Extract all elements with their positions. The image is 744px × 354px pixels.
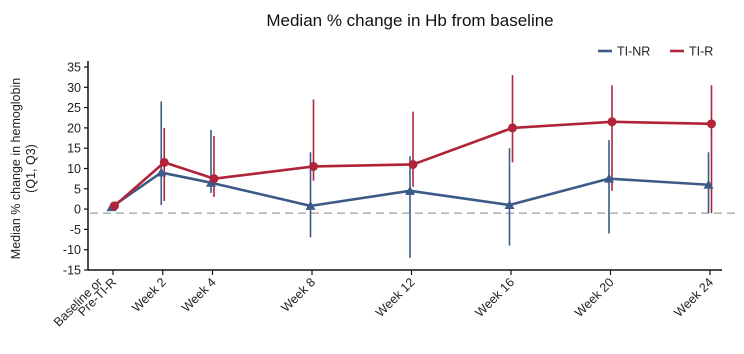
x-tick-label: Week 2 <box>129 275 169 315</box>
y-axis-label: Median % change in hemoglobin (Q1, Q3) <box>9 78 38 259</box>
y-tick-label: 0 <box>74 203 81 217</box>
legend-label: TI-R <box>689 45 713 59</box>
y-axis-label-line: Median % change in hemoglobin <box>9 78 23 259</box>
legend-label: TI-NR <box>617 45 650 59</box>
series-lines <box>110 120 712 209</box>
y-axis: -15 -10 -5 0 5 10 15 20 25 30 35 <box>63 61 89 278</box>
data-point <box>408 159 418 169</box>
data-point <box>156 167 167 177</box>
y-tick-label: -5 <box>70 223 81 237</box>
data-point <box>707 119 716 129</box>
series-line <box>110 171 709 209</box>
x-tick-label: Week 12 <box>373 275 418 320</box>
data-point <box>305 200 316 210</box>
data-point <box>159 157 169 167</box>
data-point <box>504 200 515 210</box>
error-bars <box>160 75 713 258</box>
y-tick-label: 30 <box>67 81 81 95</box>
data-point <box>110 201 119 211</box>
x-tick-label: Week 8 <box>278 275 318 315</box>
y-tick-label: -10 <box>63 243 81 257</box>
series-markers <box>106 117 716 212</box>
y-tick-label: 25 <box>67 101 81 115</box>
data-point <box>405 185 415 195</box>
x-tick-label: Week 20 <box>572 275 617 320</box>
data-point <box>703 179 714 189</box>
data-point <box>607 117 617 127</box>
x-tick-label: Week 24 <box>671 275 716 320</box>
data-point <box>206 177 216 187</box>
y-tick-label: 5 <box>74 182 81 196</box>
x-tick-label: Week 4 <box>179 275 219 315</box>
series-line <box>113 120 712 207</box>
data-point <box>309 161 318 171</box>
y-tick-label: -15 <box>63 264 81 278</box>
y-tick-label: 10 <box>67 162 81 176</box>
y-tick-label: 35 <box>67 61 81 75</box>
y-tick-label: 20 <box>67 121 81 135</box>
x-tick-label: Week 16 <box>472 275 517 320</box>
data-point <box>209 174 219 184</box>
legend: TI-NR TI-R <box>598 45 713 59</box>
y-axis-label-line: (Q1, Q3) <box>24 144 38 193</box>
y-tick-label: 15 <box>67 142 81 156</box>
data-point <box>604 173 614 183</box>
data-point <box>508 123 517 133</box>
chart-title: Median % change in Hb from baseline <box>266 11 553 30</box>
